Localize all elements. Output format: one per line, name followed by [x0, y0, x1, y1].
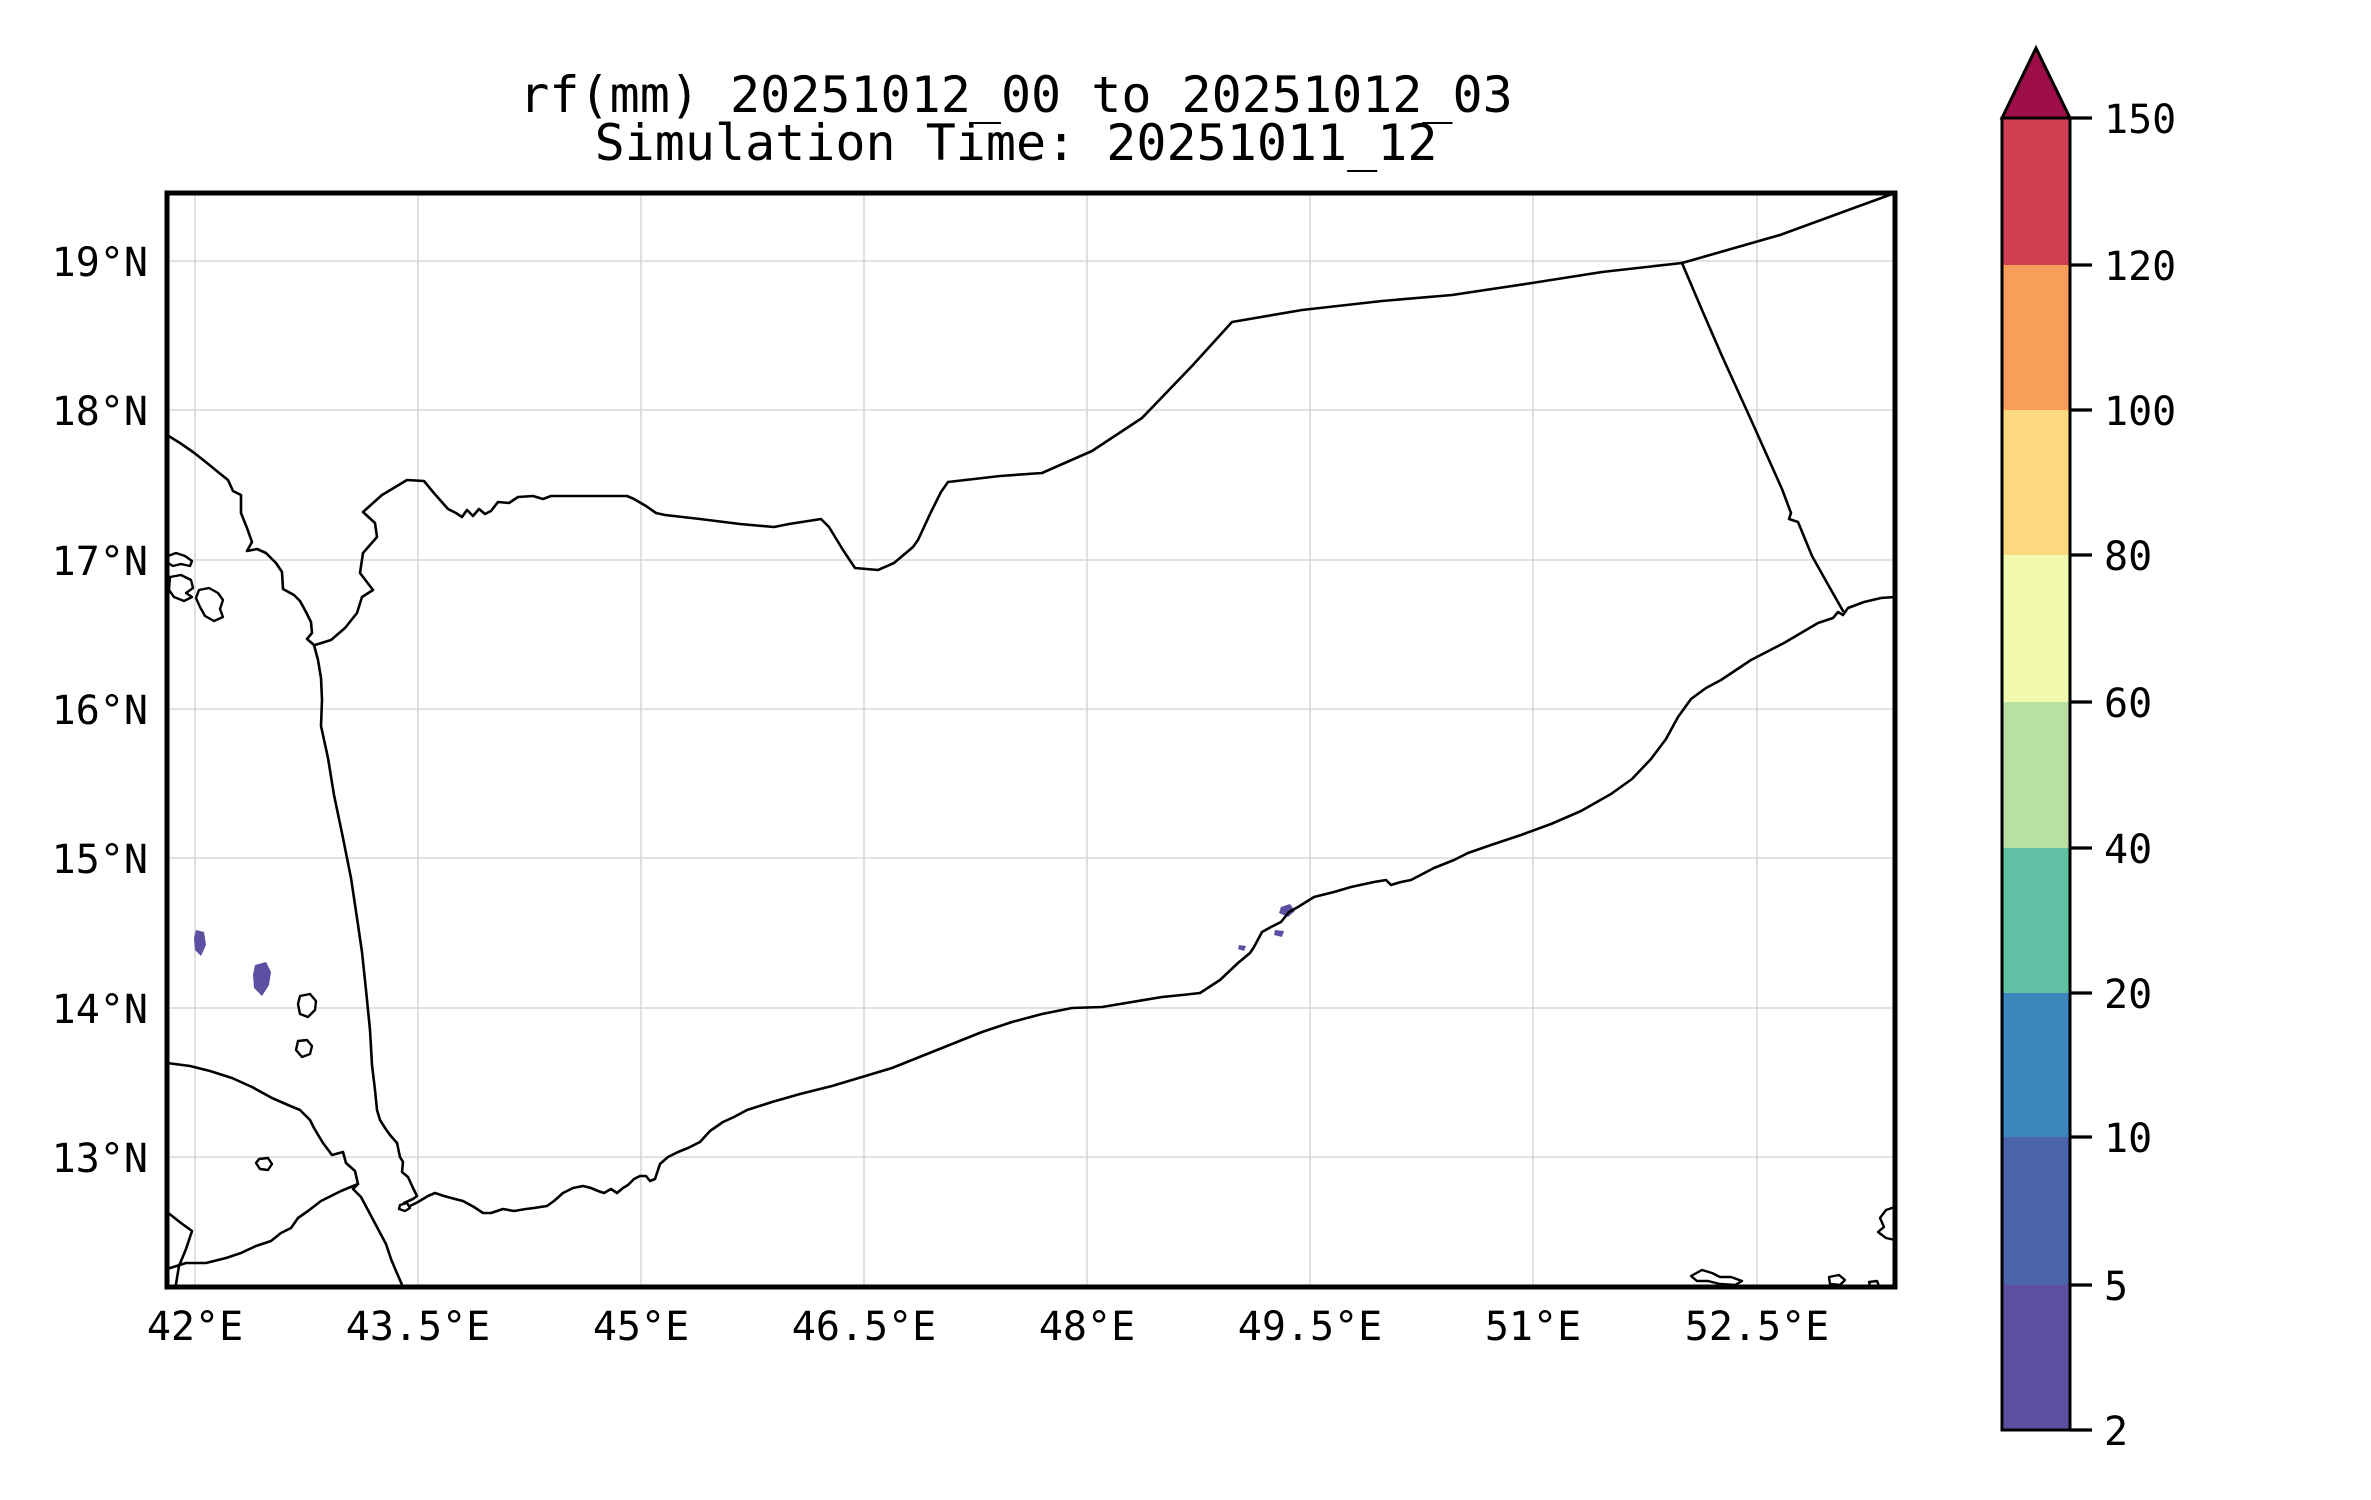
rain-cell — [194, 930, 206, 956]
rain-cell — [1238, 945, 1246, 951]
colorbar-tick-label: 10 — [2104, 1116, 2152, 1162]
y-tick-label: 17°N — [52, 539, 148, 585]
colorbar-tick-label: 40 — [2104, 827, 2152, 873]
colorbar-segment — [2002, 265, 2070, 410]
x-tick-label: 48°E — [1039, 1304, 1135, 1350]
x-tick-label: 46.5°E — [792, 1304, 937, 1350]
y-axis-labels: 19°N 18°N 17°N 16°N 15°N 14°N 13°N — [52, 240, 148, 1182]
x-tick-label: 51°E — [1485, 1304, 1581, 1350]
rain-cell — [253, 962, 271, 996]
colorbar-segment — [2002, 555, 2070, 702]
x-tick-label: 45°E — [593, 1304, 689, 1350]
yemen-oman-border-path — [1680, 261, 1845, 613]
rainfall-layer — [194, 904, 1295, 996]
colorbar-ticks — [2070, 116, 2092, 1432]
colorbar-tick-label: 150 — [2104, 97, 2176, 143]
figure-title-line2: Simulation Time: 20251011_12 — [595, 114, 1438, 172]
coastline-layer — [165, 191, 1897, 1289]
y-tick-label: 13°N — [52, 1136, 148, 1182]
colorbar-tick-label: 20 — [2104, 972, 2152, 1018]
africa-tadjoura-coast-path — [165, 1182, 360, 1271]
samhah-island — [1827, 1273, 1847, 1287]
x-tick-label: 42°E — [147, 1304, 243, 1350]
colorbar-segment — [2002, 702, 2070, 848]
colorbar-tick-labels: 150 120 100 80 60 40 20 10 5 2 — [2104, 97, 2176, 1455]
saudi-yemen-border-path — [313, 261, 1684, 647]
saudi-oman-border-path — [1680, 191, 1897, 265]
y-tick-label: 15°N — [52, 837, 148, 883]
map-frame — [164, 190, 1898, 1290]
zubair-island — [296, 992, 318, 1019]
x-tick-label: 49.5°E — [1238, 1304, 1383, 1350]
hanish-island — [254, 1156, 274, 1172]
colorbar: 150 120 100 80 60 40 20 10 5 2 — [1999, 44, 2176, 1455]
colorbar-segment — [2002, 1137, 2070, 1285]
x-axis-labels: 42°E 43.5°E 45°E 46.5°E 48°E 49.5°E 51°E… — [147, 1304, 1829, 1350]
colorbar-tick-label: 120 — [2104, 244, 2176, 290]
colorbar-extend-max-triangle — [1999, 44, 2073, 120]
colorbar-segment — [2002, 118, 2070, 265]
y-tick-label: 19°N — [52, 240, 148, 286]
y-tick-label: 14°N — [52, 987, 148, 1033]
farasan-island — [194, 586, 225, 623]
rain-cell — [1274, 930, 1284, 937]
colorbar-segment — [2002, 993, 2070, 1137]
rain-cell — [1279, 904, 1295, 917]
figure-title-line1: rf(mm) 20251012_00 to 20251012_03 — [519, 66, 1512, 124]
colorbar-segment — [2002, 1285, 2070, 1430]
farasan-island — [166, 551, 194, 568]
abd-al-kuri-island — [1689, 1268, 1744, 1287]
grid-layer — [167, 193, 1895, 1287]
colorbar-tick-label: 5 — [2104, 1264, 2128, 1310]
perim-island — [397, 1201, 412, 1213]
colorbar-tick-label: 80 — [2104, 534, 2152, 580]
colorbar-tick-label: 100 — [2104, 389, 2176, 435]
colorbar-segment — [2002, 848, 2070, 993]
colorbar-tick-label: 60 — [2104, 681, 2152, 727]
africa-coastline-path — [165, 1061, 405, 1289]
map-axes: 42°E 43.5°E 45°E 46.5°E 48°E 49.5°E 51°E… — [52, 190, 1898, 1350]
y-tick-label: 16°N — [52, 688, 148, 734]
hanish-island — [294, 1038, 314, 1059]
x-tick-label: 52.5°E — [1685, 1304, 1830, 1350]
colorbar-tick-label: 2 — [2104, 1409, 2128, 1455]
farasan-island — [167, 573, 195, 603]
arabia-coastline-path — [165, 433, 1897, 1215]
africa-coast-segment-path — [165, 1210, 194, 1286]
x-tick-label: 43.5°E — [346, 1304, 491, 1350]
y-tick-label: 18°N — [52, 389, 148, 435]
colorbar-segment — [2002, 410, 2070, 555]
colorbar-outline — [2000, 116, 2072, 1432]
socotra-tip-island — [1876, 1205, 1897, 1242]
